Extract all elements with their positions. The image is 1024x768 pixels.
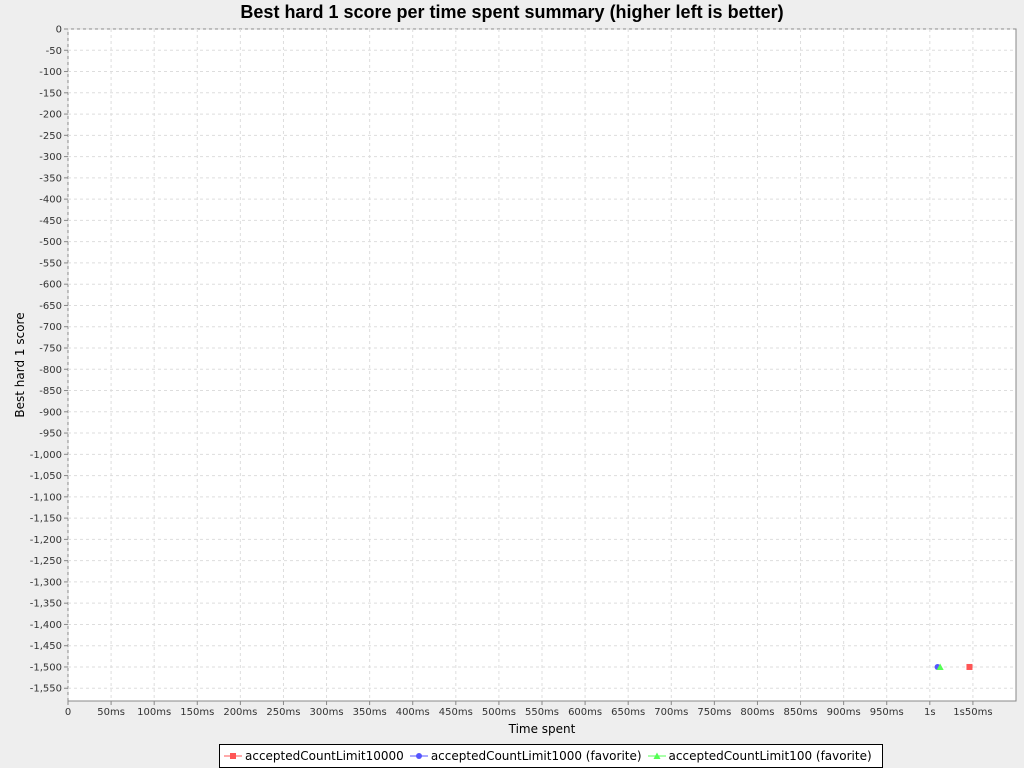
y-tick-label: -350 xyxy=(39,173,62,184)
x-tick-label: 750ms xyxy=(697,707,731,718)
y-tick-label: -1,000 xyxy=(30,450,62,461)
y-tick-label: -600 xyxy=(39,280,62,291)
x-tick-label: 200ms xyxy=(223,707,257,718)
y-tick-label: -500 xyxy=(39,237,62,248)
legend: acceptedCountLimit10000 acceptedCountLimi… xyxy=(219,744,883,768)
chart-title: Best hard 1 score per time spent summary… xyxy=(240,2,784,22)
y-tick-label: -1,200 xyxy=(30,535,62,546)
x-tick-label: 0 xyxy=(65,707,71,718)
y-tick-label: -700 xyxy=(39,322,62,333)
y-tick-label: -1,250 xyxy=(30,556,62,567)
x-tick-label: 50ms xyxy=(97,707,125,718)
legend-item: acceptedCountLimit100 (favorite) xyxy=(647,749,872,763)
legend-marker-icon xyxy=(647,752,666,759)
y-axis-title: Best hard 1 score xyxy=(13,312,27,417)
y-tick-label: -1,350 xyxy=(30,599,62,610)
x-tick-label: 650ms xyxy=(611,707,645,718)
x-tick-label: 150ms xyxy=(180,707,214,718)
y-axis: 0 -50 -100 -150 -200 -250 -300 -350 -400 -450 -500… xyxy=(30,25,68,695)
data-point-triangle xyxy=(653,752,661,759)
x-tick-label: 550ms xyxy=(525,707,559,718)
y-tick-label: -150 xyxy=(39,88,62,99)
data-points xyxy=(934,663,973,670)
legend-label: acceptedCountLimit10000 xyxy=(245,749,404,763)
legend-label: acceptedCountLimit1000 (favorite) xyxy=(430,749,642,763)
x-tick-label: 500ms xyxy=(482,707,516,718)
x-tick-label: 400ms xyxy=(396,707,430,718)
y-tick-label: -1,050 xyxy=(30,471,62,482)
y-tick-label: -450 xyxy=(39,216,62,227)
legend-marker-icon xyxy=(224,753,242,759)
y-tick-label: -250 xyxy=(39,131,62,142)
x-tick-label: 950ms xyxy=(870,707,904,718)
y-tick-label: -850 xyxy=(39,386,62,397)
y-tick-label: -200 xyxy=(39,110,62,121)
data-point-triangle xyxy=(936,663,944,670)
y-tick-label: 0 xyxy=(56,25,62,36)
y-tick-label: -650 xyxy=(39,301,62,312)
x-tick-label: 600ms xyxy=(568,707,602,718)
x-tick-label: 1s50ms xyxy=(953,707,992,718)
y-tick-label: -1,300 xyxy=(30,577,62,588)
x-tick-label: 800ms xyxy=(740,707,774,718)
data-point-square xyxy=(966,663,973,670)
y-tick-label: -50 xyxy=(46,46,62,57)
legend-item: acceptedCountLimit10000 xyxy=(224,749,404,763)
y-tick-label: -400 xyxy=(39,195,62,206)
x-axis: 0 50ms 100ms 150ms 200ms 250ms 300ms 350ms 400ms… xyxy=(65,701,993,718)
legend-item: acceptedCountLimit1000 (favorite) xyxy=(409,749,642,763)
y-tick-label: -1,150 xyxy=(30,514,62,525)
data-point-circle xyxy=(415,753,422,759)
data-point-square xyxy=(230,753,236,759)
x-tick-label: 850ms xyxy=(784,707,818,718)
x-tick-label: 900ms xyxy=(827,707,861,718)
y-tick-label: -1,100 xyxy=(30,492,62,503)
y-tick-label: -750 xyxy=(39,343,62,354)
y-tick-label: -800 xyxy=(39,365,62,376)
x-tick-label: 300ms xyxy=(310,707,344,718)
legend-marker-icon xyxy=(409,753,428,759)
x-tick-label: 700ms xyxy=(654,707,688,718)
x-tick-label: 1s xyxy=(924,707,936,718)
grid-lines xyxy=(67,28,1016,701)
y-tick-label: -550 xyxy=(39,258,62,269)
x-tick-label: 100ms xyxy=(137,707,171,718)
x-tick-label: 450ms xyxy=(439,707,473,718)
y-tick-label: -1,500 xyxy=(30,662,62,673)
y-tick-label: -900 xyxy=(39,407,62,418)
x-axis-title: Time spent xyxy=(508,722,576,736)
y-tick-label: -300 xyxy=(39,152,62,163)
y-tick-label: -950 xyxy=(39,429,62,440)
legend-label: acceptedCountLimit100 (favorite) xyxy=(668,749,872,763)
y-tick-label: -100 xyxy=(39,67,62,78)
x-tick-label: 250ms xyxy=(266,707,300,718)
y-tick-label: -1,550 xyxy=(30,684,62,695)
x-tick-label: 350ms xyxy=(353,707,387,718)
y-tick-label: -1,450 xyxy=(30,641,62,652)
y-tick-label: -1,400 xyxy=(30,620,62,631)
